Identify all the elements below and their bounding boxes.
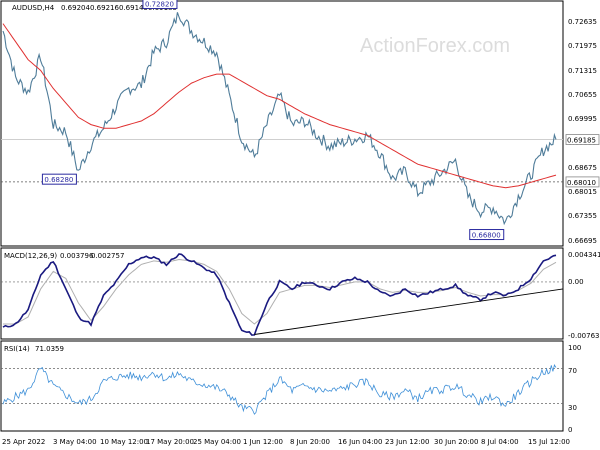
watermark: ActionForex.com xyxy=(360,35,510,57)
y-tick-label: 0.72635 xyxy=(568,18,597,26)
y-tick-label: 0 xyxy=(568,426,572,434)
x-tick-label: 25 May 04:00 xyxy=(193,438,241,446)
x-axis: 25 Apr 2022 3 May 04:00 10 May 12:00 17 … xyxy=(2,438,570,446)
x-tick-label: 16 Jun 04:00 xyxy=(338,438,382,446)
price-panel-frame xyxy=(0,0,564,247)
support-level-tag: 0.68010 xyxy=(565,176,600,188)
macd-signal-line xyxy=(3,258,557,325)
x-tick-label: 3 May 04:00 xyxy=(53,438,97,446)
rsi-title: RSI(14) xyxy=(4,345,30,353)
current-price-label: 0.69185 xyxy=(567,137,596,145)
y-tick-label: 0.68015 xyxy=(568,188,597,196)
price-annotation: 0.72820 xyxy=(142,0,178,9)
y-tick-label: 100 xyxy=(568,344,581,352)
rsi-panel-frame xyxy=(0,340,564,432)
y-tick-label: 0.67355 xyxy=(568,212,597,220)
y-tick-label: 0.004341 xyxy=(568,251,600,259)
annotation-label: 0.66800 xyxy=(472,232,501,240)
header-low: 0.69145 xyxy=(119,4,148,12)
macd-panel-frame xyxy=(0,247,564,340)
macd-trendline xyxy=(254,288,564,335)
header-open: 0.69204 xyxy=(61,4,90,12)
price-y-axis: 0.72635 0.71975 0.71315 0.70655 0.69995 … xyxy=(568,18,597,245)
y-tick-label: -0.007638 xyxy=(568,332,600,340)
y-tick-label: 70 xyxy=(568,367,577,375)
header-high: 0.69216 xyxy=(90,4,119,12)
rsi-y-axis: 100 70 30 0 xyxy=(568,344,581,434)
y-tick-label: 0.00 xyxy=(568,278,584,286)
rsi-line xyxy=(2,363,557,415)
y-tick-label: 0.70655 xyxy=(568,91,597,99)
price-annotation: 0.66800 xyxy=(469,229,505,241)
price-series-line xyxy=(2,12,557,226)
current-price-tag: 0.69185 xyxy=(565,134,600,145)
x-tick-label: 30 Jun 20:00 xyxy=(434,438,478,446)
x-tick-label: 15 Jul 12:00 xyxy=(528,438,570,446)
x-tick-label: 25 Apr 2022 xyxy=(2,438,45,446)
y-tick-label: 0.69995 xyxy=(568,115,597,123)
x-tick-label: 23 Jun 12:00 xyxy=(385,438,429,446)
x-tick-label: 8 Jul 04:00 xyxy=(481,438,519,446)
macd-line xyxy=(2,253,557,336)
x-tick-label: 8 Jun 20:00 xyxy=(290,438,330,446)
rsi-value: 71.0359 xyxy=(35,345,64,353)
x-tick-label: 10 May 12:00 xyxy=(100,438,148,446)
annotation-label: 0.72820 xyxy=(145,0,174,8)
y-tick-label: 0.71975 xyxy=(568,42,597,50)
macd-signal-value: 0.002757 xyxy=(91,252,124,260)
macd-value: 0.003796 xyxy=(60,252,94,260)
macd-title: MACD(12,26,9) xyxy=(4,252,57,260)
rsi-header: RSI(14) 71.0359 xyxy=(4,345,64,353)
header-symbol: AUDUSD,H4 xyxy=(12,4,55,12)
macd-header: MACD(12,26,9) 0.003796 0.002757 xyxy=(4,252,124,260)
y-tick-label: 0.66695 xyxy=(568,237,597,245)
x-tick-label: 1 Jun 12:00 xyxy=(243,438,283,446)
price-annotation: 0.68280 xyxy=(41,173,77,185)
macd-y-axis: 0.004341 0.00 -0.007638 xyxy=(568,251,600,340)
y-tick-label: 30 xyxy=(568,404,577,412)
moving-average-line xyxy=(2,23,557,189)
x-tick-label: 17 May 20:00 xyxy=(146,438,194,446)
support-level-label: 0.68010 xyxy=(567,179,596,187)
annotation-label: 0.68280 xyxy=(44,176,73,184)
y-tick-label: 0.71315 xyxy=(568,67,597,75)
y-tick-label: 0.68675 xyxy=(568,164,597,172)
